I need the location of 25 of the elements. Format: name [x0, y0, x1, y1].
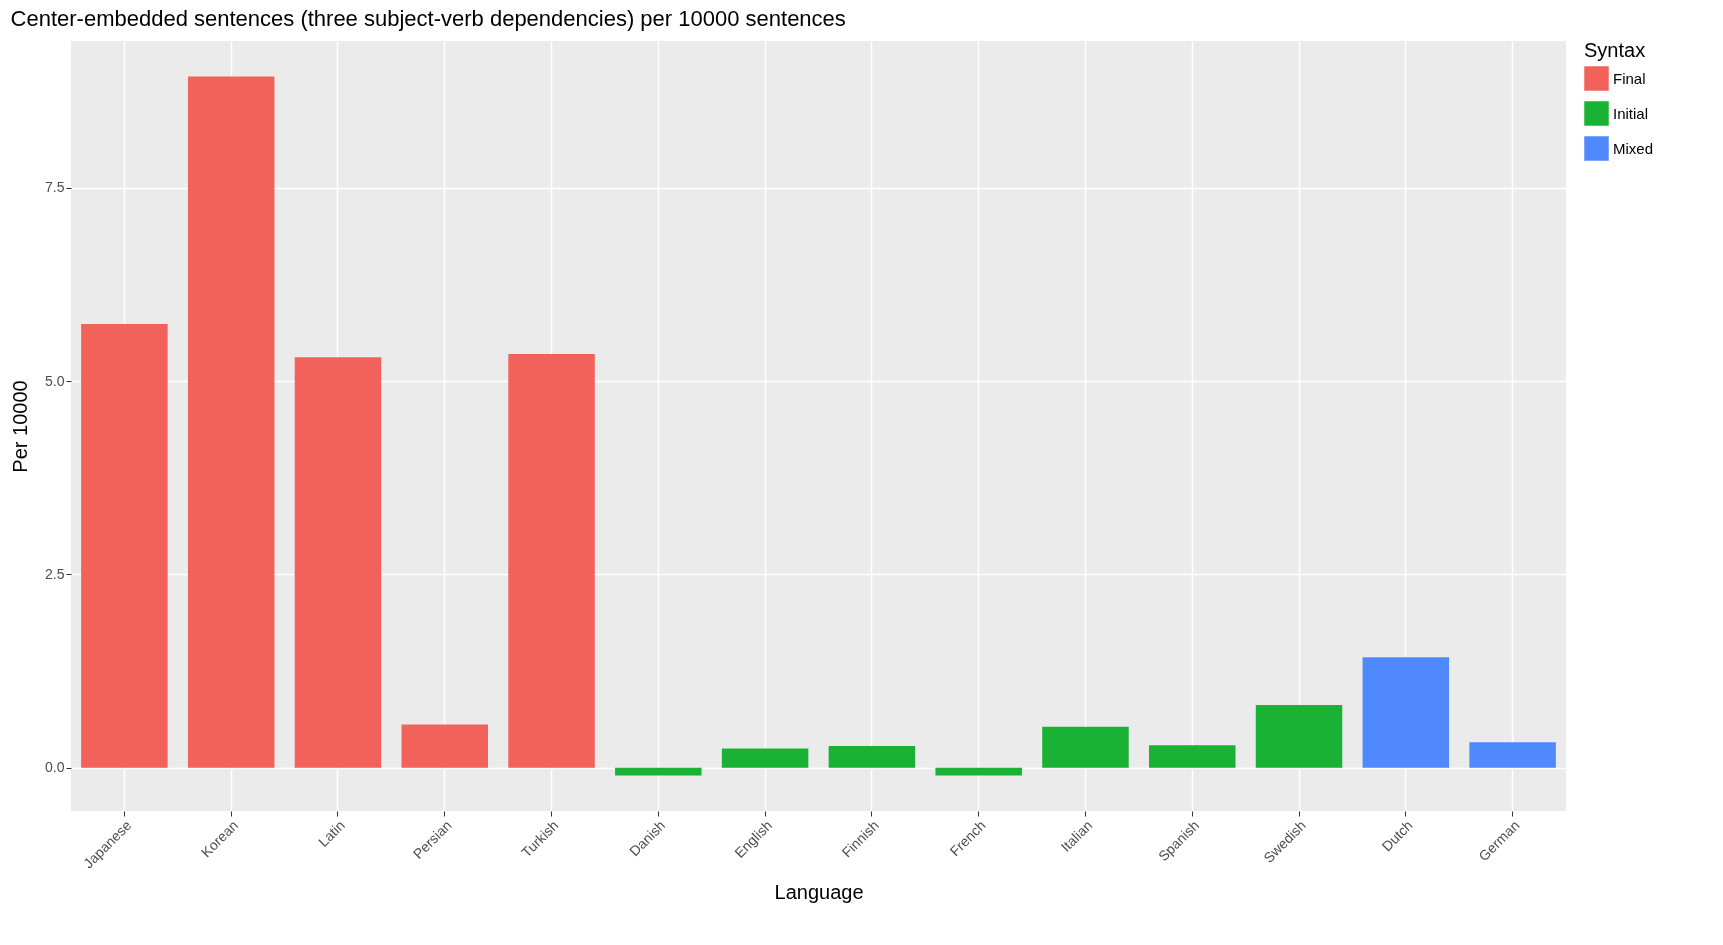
y-tick-label: 7.5 [45, 179, 65, 196]
bar [1255, 705, 1343, 768]
y-axis-title: Per 10000 [9, 380, 32, 473]
bar [294, 357, 382, 768]
chart-title: Center-embedded sentences (three subject-verb dependencies) per 10000 sentences [10, 6, 846, 31]
legend-title: Syntax [1584, 39, 1646, 61]
y-tick-label: 0.0 [45, 759, 65, 776]
bar [828, 746, 916, 768]
y-tick-label: 2.5 [45, 565, 65, 582]
bar [615, 767, 702, 776]
bar [401, 724, 488, 768]
legend-label: Initial [1613, 104, 1649, 122]
bar [1149, 745, 1236, 768]
bar [508, 354, 595, 768]
x-axis-title: Language [774, 881, 864, 904]
legend-label: Final [1613, 69, 1646, 87]
bar [935, 767, 1022, 776]
bar [1469, 742, 1556, 768]
bar [187, 76, 275, 768]
bar [1042, 726, 1129, 768]
bar [721, 748, 809, 768]
bar [81, 323, 168, 768]
y-tick-label: 5.0 [45, 372, 65, 389]
bar [1362, 657, 1450, 768]
legend-label: Mixed [1613, 139, 1654, 157]
